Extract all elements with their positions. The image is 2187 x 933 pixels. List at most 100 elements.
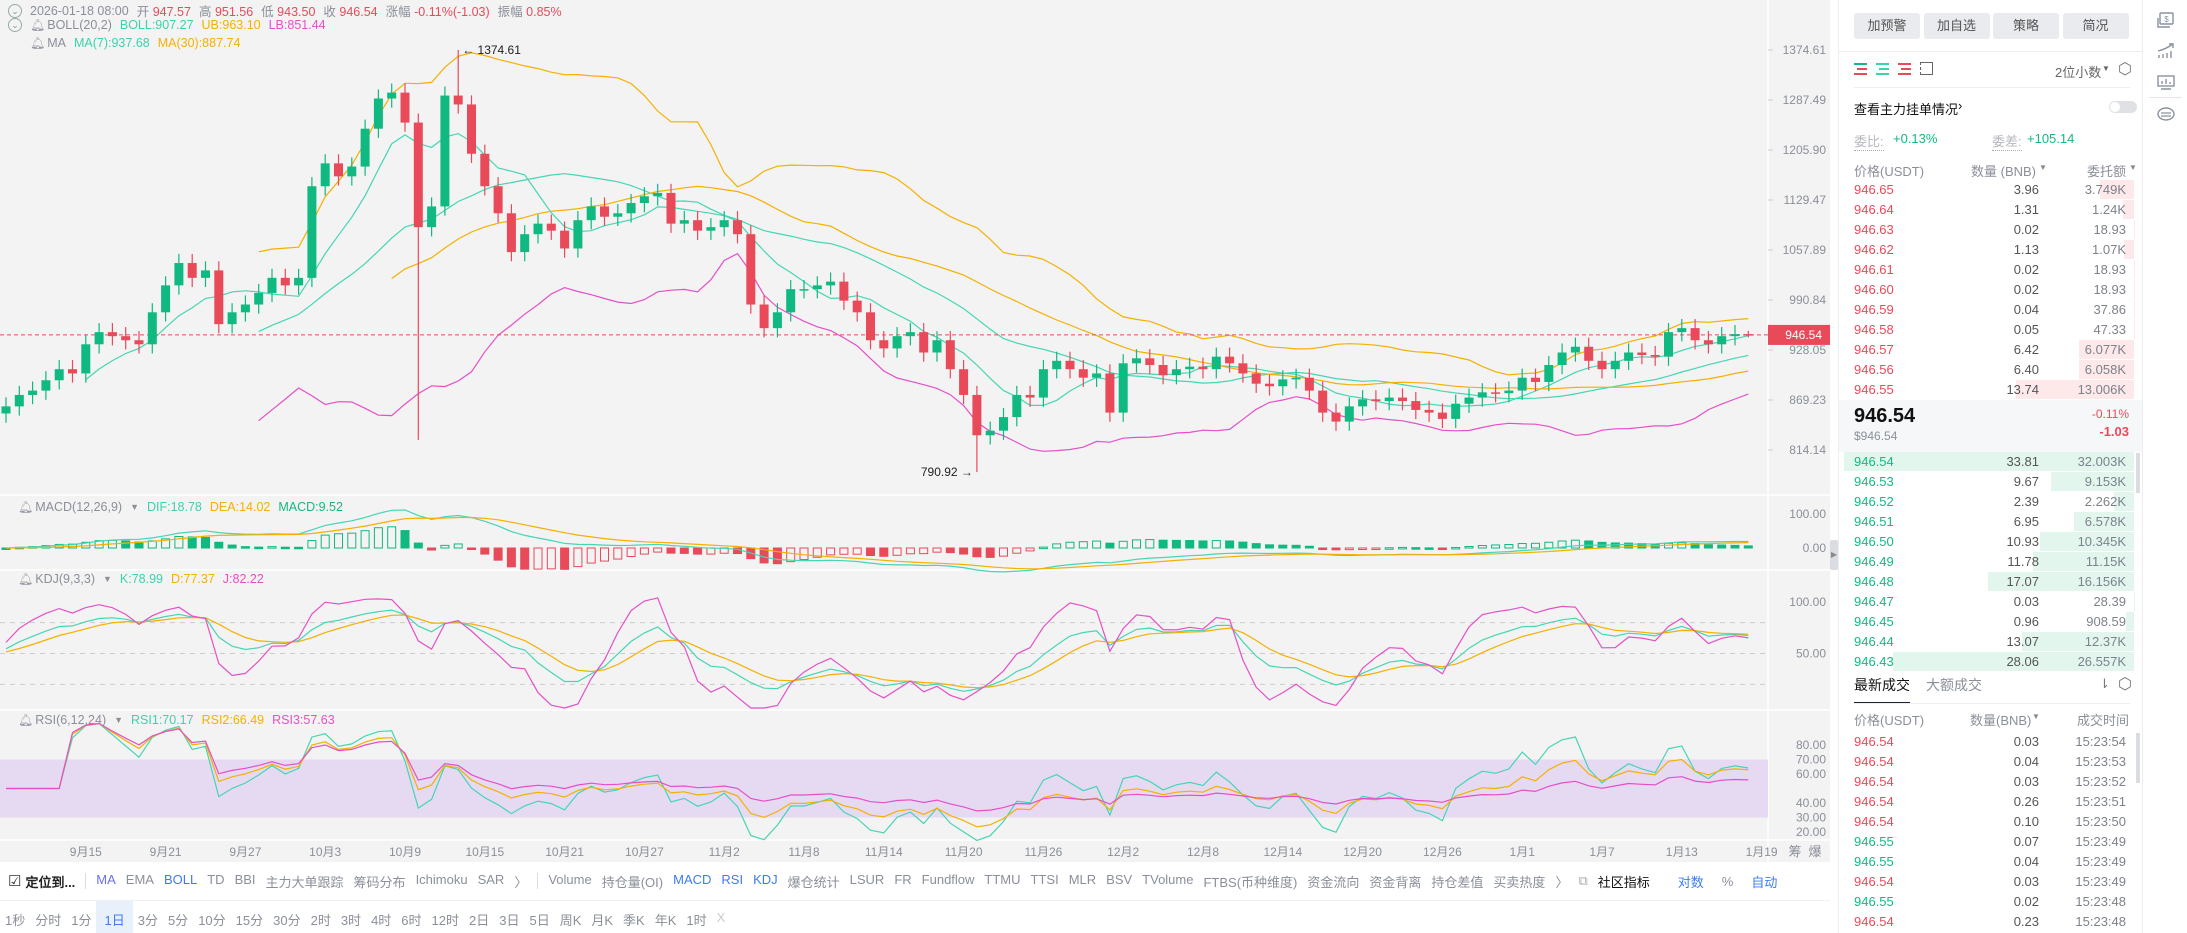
community-indicators-button[interactable]: 社区指标	[1597, 874, 1650, 890]
x-tail-toggle[interactable]: 爆	[1808, 844, 1821, 859]
candle-body[interactable]	[799, 289, 809, 291]
bell-icon[interactable]: 🔔︎	[18, 713, 34, 727]
panel-button-2[interactable]: 策略	[1993, 13, 2059, 39]
settings-icon[interactable]: ⬡	[2118, 676, 2132, 693]
candle-body[interactable]	[786, 289, 796, 313]
candle-body[interactable]	[14, 394, 24, 407]
settings-icon[interactable]: ⬡	[2118, 61, 2132, 78]
main-indicator-6[interactable]: 筹码分布	[353, 874, 406, 890]
candle-body[interactable]	[1052, 360, 1062, 370]
timeframe-20[interactable]: 年K	[654, 913, 677, 928]
bid-row[interactable]: 946.45 0.96 908.59	[1854, 612, 2134, 632]
candle-body[interactable]	[1730, 334, 1740, 337]
bid-row[interactable]: 946.54 33.81 32.003K	[1844, 452, 2134, 472]
candle-body[interactable]	[693, 220, 703, 231]
candle-body[interactable]	[453, 95, 463, 105]
ask-row[interactable]: 946.55 13.74 13.006K	[1854, 380, 2134, 400]
main-indicator-5[interactable]: 主力大单跟踪	[265, 874, 344, 890]
candle-body[interactable]	[1185, 366, 1195, 370]
candle-body[interactable]	[1145, 358, 1155, 365]
candle-body[interactable]	[546, 223, 556, 231]
candle-body[interactable]	[427, 206, 437, 228]
bell-icon[interactable]: 🔔︎	[18, 500, 34, 514]
main-indicator-7[interactable]: Ichimoku	[415, 871, 468, 887]
candle-body[interactable]	[107, 332, 117, 337]
candle-body[interactable]	[1504, 390, 1514, 394]
caret-down-icon[interactable]: ▼	[2129, 163, 2137, 172]
caret-down-icon[interactable]: ▼	[2032, 712, 2040, 721]
boll-name[interactable]: BOLL(20,2)	[47, 18, 112, 32]
candle-body[interactable]	[147, 312, 157, 345]
timeframe-3[interactable]: 1日	[96, 901, 133, 933]
candle-body[interactable]	[121, 336, 131, 341]
col-amount-header[interactable]: 委托额	[2087, 164, 2127, 179]
candle-body[interactable]	[1025, 394, 1035, 398]
candle-body[interactable]	[1225, 356, 1235, 364]
timeframe-9[interactable]: 2时	[310, 913, 331, 928]
candle-body[interactable]	[1650, 354, 1660, 357]
candle-body[interactable]	[1358, 399, 1368, 407]
candle-body[interactable]	[733, 220, 742, 235]
panel-button-1[interactable]: 加自选	[1923, 13, 1990, 39]
candle-body[interactable]	[613, 213, 623, 217]
candle-body[interactable]	[852, 300, 862, 313]
sub-indicator-6[interactable]: LSUR	[849, 871, 885, 887]
candle-body[interactable]	[1318, 390, 1328, 413]
external-link-icon[interactable]: ⧉	[1578, 873, 1588, 888]
timeframe-19[interactable]: 季K	[623, 913, 645, 928]
timeframe-11[interactable]: 4时	[371, 913, 392, 928]
percent-scale-toggle[interactable]: %	[1721, 873, 1734, 889]
candle-body[interactable]	[1065, 360, 1075, 370]
dropdown-icon[interactable]: ▼	[102, 574, 112, 584]
candle-body[interactable]	[985, 430, 995, 436]
caret-down-icon[interactable]: ▼	[2039, 163, 2047, 172]
sub-indicator-0[interactable]: Volume	[548, 871, 592, 887]
scrollbar[interactable]	[2136, 453, 2140, 493]
bid-row[interactable]: 946.52 2.39 2.262K	[1854, 492, 2134, 512]
candle-body[interactable]	[1424, 409, 1434, 413]
main-indicator-4[interactable]: BBI	[234, 871, 256, 887]
sub-indicator-17[interactable]: 持仓差值	[1431, 874, 1484, 890]
sub-indicator-11[interactable]: MLR	[1068, 871, 1097, 887]
ask-row[interactable]: 946.63 0.02 18.93	[1854, 220, 2134, 240]
candle-body[interactable]	[1703, 340, 1713, 345]
trend-up-icon[interactable]	[2156, 41, 2176, 61]
candle-body[interactable]	[400, 92, 410, 123]
timeframe-13[interactable]: 12时	[431, 913, 459, 928]
ask-row[interactable]: 946.62 1.13 1.07K	[1854, 240, 2134, 260]
candle-body[interactable]	[719, 220, 729, 228]
add-window-icon[interactable]	[1920, 62, 1933, 75]
decimals-dropdown[interactable]: 2位小数	[2055, 65, 2102, 80]
candle-body[interactable]	[506, 213, 516, 253]
candle-body[interactable]	[334, 163, 343, 177]
candle-body[interactable]	[1437, 412, 1447, 419]
candle-body[interactable]	[560, 230, 570, 249]
bid-row[interactable]: 946.51 6.95 6.578K	[1854, 512, 2134, 532]
candle-body[interactable]	[1105, 373, 1115, 413]
candle-body[interactable]	[467, 104, 476, 154]
candle-body[interactable]	[1477, 392, 1487, 398]
candle-body[interactable]	[240, 304, 250, 313]
candle-body[interactable]	[254, 292, 264, 305]
candle-body[interactable]	[1743, 334, 1753, 336]
candle-body[interactable]	[347, 166, 357, 177]
candle-body[interactable]	[945, 340, 955, 370]
candle-body[interactable]	[1624, 352, 1634, 361]
candle-body[interactable]	[134, 340, 144, 345]
sub-indicator-5[interactable]: 爆仓统计	[787, 874, 840, 890]
sub-indicator-3[interactable]: RSI	[721, 871, 744, 887]
candle-body[interactable]	[932, 340, 942, 353]
ask-row[interactable]: 946.60 0.02 18.93	[1854, 280, 2134, 300]
candle-body[interactable]	[1038, 369, 1048, 398]
timeframe-12[interactable]: 6时	[401, 913, 422, 928]
candle-body[interactable]	[214, 270, 224, 325]
candle-body[interactable]	[533, 223, 543, 235]
candle-body[interactable]	[1012, 394, 1022, 418]
candle-body[interactable]	[1158, 364, 1168, 376]
timeframe-7[interactable]: 15分	[235, 913, 264, 928]
sort-icon[interactable]: ⇂	[2099, 676, 2110, 691]
candle-body[interactable]	[1344, 406, 1354, 422]
ask-row[interactable]: 946.57 6.42 6.077K	[1854, 340, 2134, 360]
collapse-icon[interactable]: ⌄	[8, 3, 22, 18]
candle-body[interactable]	[679, 220, 689, 224]
